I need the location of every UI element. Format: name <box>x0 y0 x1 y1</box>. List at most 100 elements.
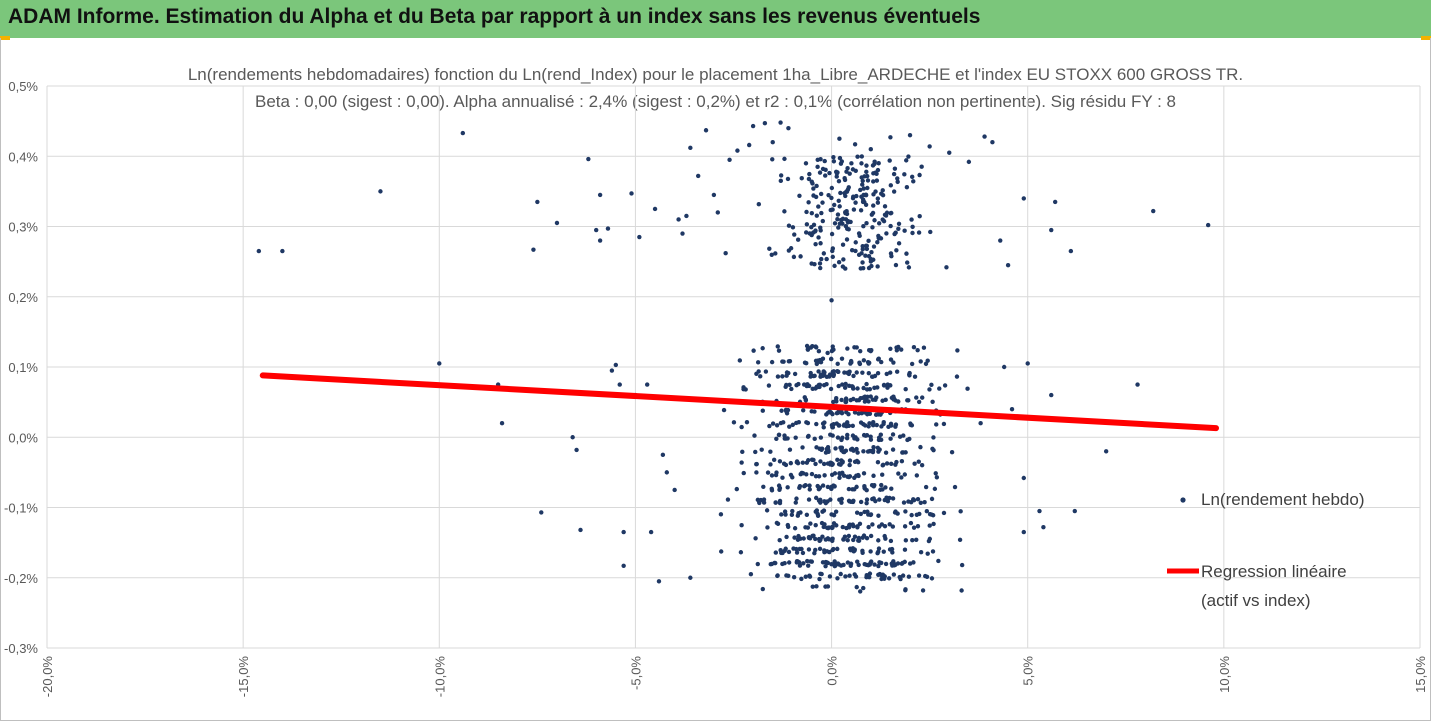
data-point <box>804 420 809 425</box>
data-point <box>957 537 963 543</box>
data-point <box>864 381 869 387</box>
data-point <box>866 253 872 259</box>
data-point <box>837 136 842 141</box>
data-point <box>785 176 791 182</box>
data-point <box>437 361 442 366</box>
data-point <box>903 509 908 514</box>
data-point <box>801 408 806 413</box>
data-point <box>864 220 869 226</box>
data-point <box>846 219 851 224</box>
data-point <box>884 495 889 500</box>
data-point <box>876 221 882 226</box>
data-point <box>837 475 842 481</box>
data-point <box>797 193 802 199</box>
data-point <box>867 571 873 576</box>
data-point <box>831 546 836 552</box>
data-point <box>821 461 827 467</box>
data-point <box>864 488 869 493</box>
data-point <box>937 386 942 391</box>
data-point <box>857 360 862 365</box>
data-point <box>876 538 881 543</box>
data-point <box>759 447 764 452</box>
data-point <box>915 496 921 502</box>
data-point <box>876 513 881 518</box>
data-point <box>850 423 855 429</box>
data-point <box>841 537 846 542</box>
data-point <box>782 436 787 441</box>
data-point <box>860 243 865 249</box>
data-point <box>867 562 873 567</box>
data-point <box>925 551 930 556</box>
data-point <box>888 346 893 351</box>
data-point <box>789 512 795 518</box>
data-point <box>869 374 875 379</box>
data-point <box>868 259 874 264</box>
data-point <box>936 558 941 564</box>
data-point <box>878 487 883 492</box>
data-point <box>823 559 828 565</box>
data-point <box>890 447 896 452</box>
data-point <box>909 361 915 367</box>
data-point <box>828 386 834 392</box>
data-point <box>930 549 936 554</box>
data-point <box>882 204 888 209</box>
data-point <box>850 499 856 505</box>
data-point <box>822 499 827 504</box>
data-point <box>874 422 879 428</box>
data-point <box>879 522 885 527</box>
data-point <box>870 225 875 230</box>
data-point <box>917 511 922 517</box>
data-point <box>725 497 731 502</box>
data-point <box>906 154 911 159</box>
data-point <box>846 486 852 492</box>
data-point <box>889 461 894 467</box>
data-point <box>836 178 842 184</box>
data-point <box>782 209 787 214</box>
data-point <box>952 484 958 490</box>
data-point <box>908 520 914 526</box>
data-point <box>783 462 789 468</box>
data-point <box>809 471 815 477</box>
data-point <box>824 446 830 452</box>
data-point <box>829 298 834 303</box>
data-point <box>829 561 834 567</box>
data-point <box>499 421 505 426</box>
data-point <box>959 562 965 568</box>
data-point <box>899 561 905 566</box>
data-point <box>813 495 819 501</box>
data-point <box>866 399 871 404</box>
data-point <box>754 461 759 467</box>
data-point <box>839 437 844 443</box>
data-point <box>966 159 972 165</box>
data-point <box>813 344 818 349</box>
data-point <box>539 510 544 515</box>
data-point <box>721 407 727 413</box>
data-point <box>901 500 907 505</box>
data-point <box>889 546 895 552</box>
data-point <box>836 423 842 428</box>
data-point <box>844 436 850 441</box>
data-point <box>908 421 913 426</box>
data-point <box>861 449 866 454</box>
data-point <box>912 374 918 379</box>
data-point <box>851 396 856 402</box>
data-point <box>793 500 798 505</box>
data-point <box>831 159 837 164</box>
data-point <box>910 224 915 230</box>
data-point <box>1072 508 1077 514</box>
data-point <box>586 156 591 162</box>
data-point <box>923 484 929 490</box>
data-point <box>788 460 794 466</box>
data-point <box>861 471 867 476</box>
data-point <box>902 472 908 477</box>
data-point <box>1049 227 1054 233</box>
data-point <box>871 192 876 197</box>
data-point <box>750 123 756 129</box>
data-point <box>823 167 828 173</box>
data-point <box>815 164 820 170</box>
data-point <box>787 382 792 388</box>
data-point <box>815 157 820 162</box>
data-point <box>886 576 892 581</box>
data-point <box>859 154 865 159</box>
data-point <box>832 263 837 269</box>
